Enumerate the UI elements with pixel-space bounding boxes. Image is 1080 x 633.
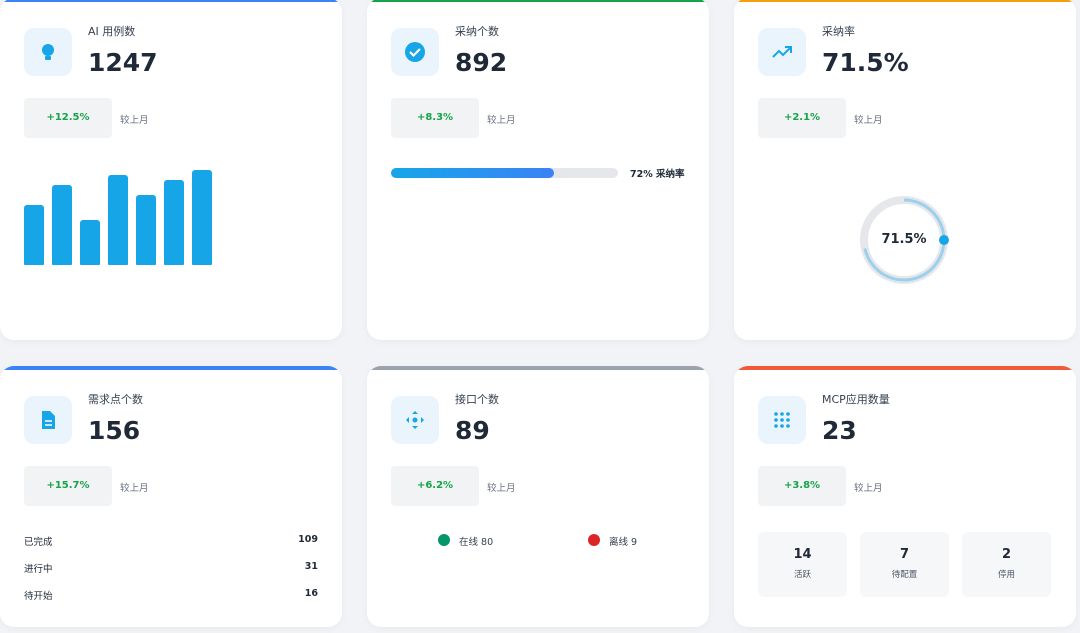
status-dot xyxy=(438,534,450,546)
card-title: AI 用例数 xyxy=(88,25,136,38)
list-label: 进行中 xyxy=(24,564,53,575)
bar xyxy=(164,180,184,265)
icon-glyph xyxy=(405,42,425,62)
bar xyxy=(52,185,72,265)
card-value: 89 xyxy=(455,416,490,445)
card-icon xyxy=(391,396,439,444)
stat-tile: 7 待配置 xyxy=(860,532,949,597)
stat-tile: 14 活跃 xyxy=(758,532,847,597)
tile-label: 活跃 xyxy=(793,570,811,580)
icon-glyph xyxy=(774,412,790,428)
change-badge: +6.2% xyxy=(391,466,479,506)
card-value: 23 xyxy=(822,416,857,445)
stat-card: AI 用例数 1247 +12.5% 较上月 xyxy=(0,0,342,340)
bar xyxy=(24,205,44,265)
status-dot xyxy=(588,534,600,546)
icon-glyph xyxy=(406,411,424,429)
card-icon xyxy=(391,28,439,76)
stat-card: 接口个数 89 +6.2% 较上月在线 80 离线 9 xyxy=(367,366,709,627)
card-title: 接口个数 xyxy=(455,393,499,406)
card-title: MCP应用数量 xyxy=(822,393,890,406)
change-label: 较上月 xyxy=(487,483,516,494)
ring-dot xyxy=(939,235,949,245)
change-label: 较上月 xyxy=(120,115,149,126)
change-badge: +12.5% xyxy=(24,98,112,138)
tile-value: 7 xyxy=(899,547,910,562)
tile-value: 2 xyxy=(1001,547,1012,562)
change-badge: +2.1% xyxy=(758,98,846,138)
change-badge: +8.3% xyxy=(391,98,479,138)
change-label: 较上月 xyxy=(854,483,883,494)
bar xyxy=(80,220,100,265)
bar xyxy=(108,175,128,265)
list-value: 109 xyxy=(298,534,318,545)
stat-card: 需求点个数 156 +15.7% 较上月已完成 109 进行中 31 待开始 16 xyxy=(0,366,342,627)
card-title: 需求点个数 xyxy=(88,393,143,406)
card-accent xyxy=(734,366,1076,370)
tile-label: 停用 xyxy=(997,570,1015,580)
ring-chart xyxy=(860,196,949,284)
icon-glyph xyxy=(772,46,792,58)
card-icon xyxy=(24,28,72,76)
status-label: 在线 80 xyxy=(459,537,494,548)
card-accent xyxy=(367,0,709,2)
status-label: 离线 9 xyxy=(609,537,638,548)
card-title: 采纳率 xyxy=(822,25,855,38)
progress-label: 72% 采纳率 xyxy=(630,169,685,180)
tile-label: 待配置 xyxy=(891,570,918,580)
card-icon xyxy=(758,396,806,444)
card-value: 71.5% xyxy=(822,48,909,77)
card-title: 采纳个数 xyxy=(455,25,499,38)
progress-fill xyxy=(391,168,555,178)
card-accent xyxy=(734,0,1076,2)
card-value: 1247 xyxy=(88,48,158,77)
change-label: 较上月 xyxy=(487,115,516,126)
bar xyxy=(192,170,212,265)
card-icon xyxy=(758,28,806,76)
icon-glyph xyxy=(42,44,54,60)
card-value: 156 xyxy=(88,416,141,445)
stat-card: 采纳个数 892 +8.3% 较上月 72% 采纳率 xyxy=(367,0,709,340)
card-accent xyxy=(367,366,709,370)
stat-card: MCP应用数量 23 +3.8% 较上月 14 活跃 7 待配置 2 停用 xyxy=(734,366,1076,627)
list-label: 已完成 xyxy=(24,537,53,548)
stat-card: 采纳率 71.5% +2.1% 较上月 71.5% xyxy=(734,0,1076,340)
list-value: 31 xyxy=(304,561,318,572)
card-value: 892 xyxy=(455,48,508,77)
change-badge: +15.7% xyxy=(24,466,112,506)
change-label: 较上月 xyxy=(120,483,149,494)
change-label: 较上月 xyxy=(854,115,883,126)
card-accent xyxy=(0,366,342,370)
change-badge: +3.8% xyxy=(758,466,846,506)
icon-glyph xyxy=(42,411,55,429)
stat-tile: 2 停用 xyxy=(962,532,1051,597)
bar xyxy=(136,195,156,265)
card-accent xyxy=(0,0,342,2)
ring-label: 71.5% xyxy=(881,232,927,247)
list-label: 待开始 xyxy=(24,591,53,602)
tile-value: 14 xyxy=(793,547,812,562)
list-value: 16 xyxy=(304,588,318,599)
card-icon xyxy=(24,396,72,444)
